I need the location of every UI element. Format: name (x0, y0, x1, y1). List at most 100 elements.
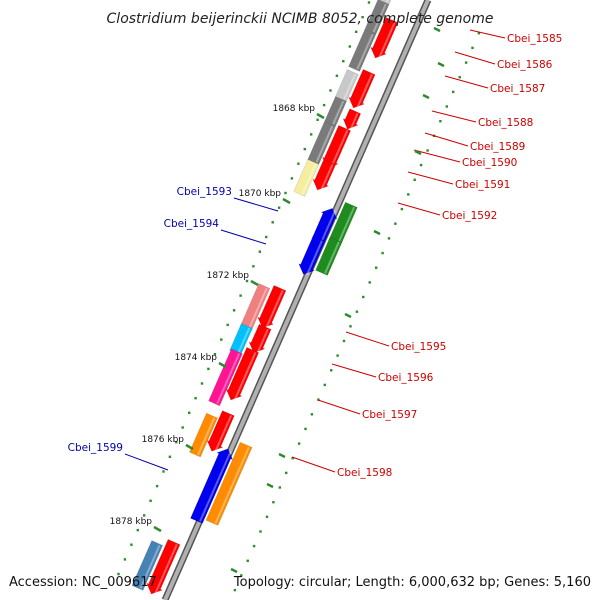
label-connector (220, 229, 267, 245)
ruler-dot (155, 484, 159, 488)
kbp-tick (185, 443, 194, 451)
ruler-dot (291, 457, 294, 460)
cds-feature-shine (301, 163, 317, 195)
gene-label: Cbei_1589 (470, 141, 525, 153)
ruler-dot (355, 310, 359, 313)
kbp-label: 1878 kbp (110, 517, 153, 527)
ruler-dot (439, 120, 442, 123)
gene-label: Cbei_1592 (442, 210, 497, 222)
cds-feature (298, 235, 326, 275)
cds-feature-shine (306, 240, 323, 276)
ruler-dot (342, 60, 345, 63)
gene-label: Cbei_1591 (455, 179, 510, 191)
ruler-dots (117, 1, 481, 592)
ruler-dot (310, 133, 313, 136)
ruler-dot (233, 588, 237, 592)
ruler-dot (117, 572, 120, 576)
cds-feature-shine (385, 0, 389, 3)
ruler-dot (181, 426, 184, 429)
cds-feature-shine (265, 289, 284, 329)
ruler-dot (375, 266, 378, 269)
gene-label: Cbei_1588 (478, 117, 533, 129)
kbp-label: 1876 kbp (142, 435, 185, 445)
label-connector (444, 75, 489, 89)
cds-feature-shine (256, 328, 269, 354)
ruler-dot (471, 46, 474, 50)
ruler-dot (290, 177, 294, 180)
cds-feature-shine (356, 73, 373, 109)
ruler-dot (130, 543, 133, 546)
ruler-dot (200, 382, 204, 385)
cds-feature (190, 448, 234, 524)
cds-feature-shine (233, 351, 257, 401)
gene-label: Cbei_1594 (164, 218, 220, 230)
ruler-dot (245, 279, 249, 283)
gene-features (131, 0, 399, 595)
ruler-dot (207, 367, 210, 371)
cds-feature-shine (337, 206, 355, 244)
cds-feature-shine (154, 543, 178, 595)
gene-label: Cbei_1587 (490, 83, 545, 95)
ruler-dot (387, 237, 391, 240)
label-connector (397, 202, 441, 216)
ruler-dot (136, 528, 139, 532)
ruler-dot (239, 294, 242, 297)
minor-tick (422, 93, 430, 100)
cds-feature (248, 323, 272, 354)
minor-tick (373, 229, 381, 236)
cds-feature-shine (199, 450, 232, 522)
ruler-dot (232, 309, 236, 312)
gene-label: Cbei_1590 (462, 157, 517, 169)
label-connector (233, 197, 279, 212)
ruler-dot (303, 147, 306, 151)
kbp-tick (218, 361, 227, 369)
cds-feature (131, 540, 164, 591)
ruler-dot (419, 163, 423, 167)
cds-feature-shine (343, 73, 357, 100)
ruler-dot (240, 574, 243, 577)
gene-label: Cbei_1586 (497, 59, 553, 71)
ruler-dot (316, 118, 319, 121)
label-connector (124, 453, 169, 471)
cds-feature-shine (214, 415, 233, 453)
cds-feature (225, 347, 260, 401)
label-connector (424, 132, 469, 147)
label-connector (291, 456, 336, 473)
ruler-dot (426, 149, 429, 152)
ruler-dot (252, 544, 256, 548)
ruler-dot (445, 105, 448, 108)
kbp-ruler: 1868 kbp 1870 kbp 1872 kbp 1874 kbp 1876 kbp… (110, 26, 445, 574)
accession-text: Accession: NC_009617 (9, 575, 157, 590)
cds-feature (348, 69, 376, 109)
ruler-dot (278, 486, 281, 489)
label-connector (431, 110, 477, 123)
ruler-dot (252, 265, 255, 268)
ruler-dot (477, 32, 481, 35)
gene-label: Cbei_1596 (378, 372, 434, 384)
cds-feature (312, 159, 337, 191)
cds-feature (146, 539, 181, 595)
ruler-dot (336, 354, 339, 357)
cds-feature-shine (372, 3, 387, 33)
ruler-dot (367, 1, 371, 4)
ruler-dot (175, 441, 178, 444)
label-connector (345, 331, 390, 347)
cds-feature (229, 323, 253, 356)
ruler-dot (458, 76, 461, 79)
ruler-dot (413, 178, 416, 181)
ruler-dot (348, 45, 351, 48)
ruler-dot (258, 250, 261, 253)
minor-tick (414, 149, 422, 156)
ruler-dot (304, 427, 307, 431)
gene-label: Cbei_1599 (68, 442, 123, 454)
cds-feature (293, 159, 320, 197)
cds-feature (378, 0, 392, 5)
gene-labels: Cbei_1585 Cbei_1586 Cbei_1587 Cbei_1588 Cbei… (68, 33, 563, 479)
cds-feature (206, 410, 235, 452)
cds-feature (370, 17, 399, 59)
ruler-dot (381, 251, 384, 255)
ruler-dot (368, 281, 371, 284)
ruler-dot (317, 398, 320, 401)
ruler-dot (335, 74, 339, 77)
